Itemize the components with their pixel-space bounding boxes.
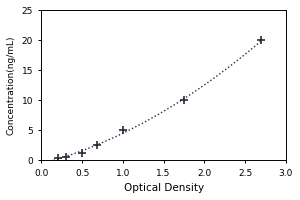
Y-axis label: Concentration(ng/mL): Concentration(ng/mL) xyxy=(7,36,16,135)
X-axis label: Optical Density: Optical Density xyxy=(124,183,204,193)
